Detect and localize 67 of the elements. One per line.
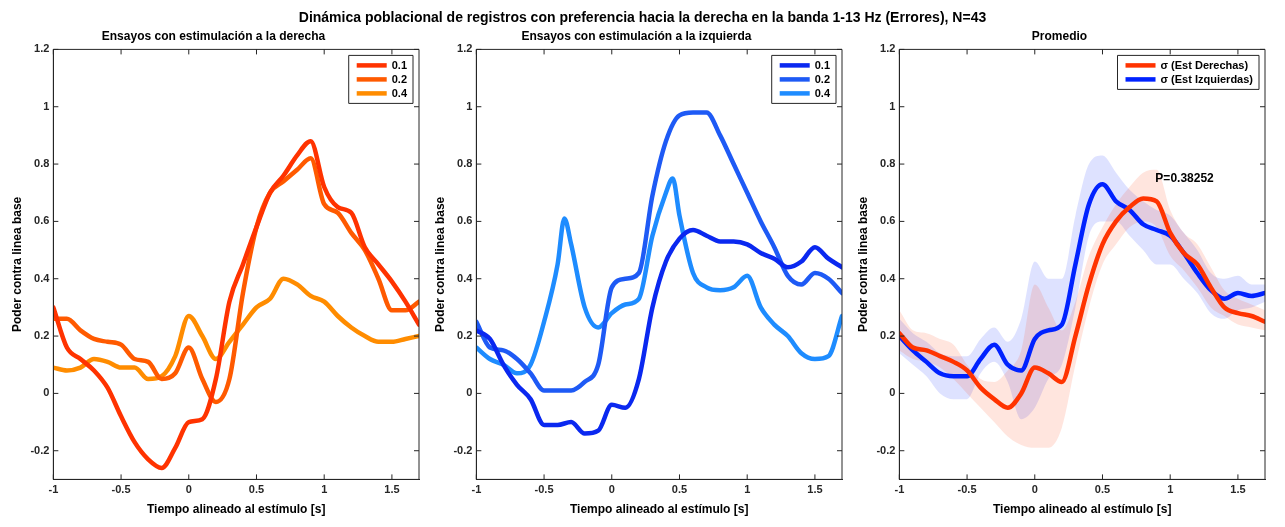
x-tick-label: 1 bbox=[744, 483, 751, 496]
line-series bbox=[476, 176, 842, 376]
y-tick-label: 1.2 bbox=[880, 42, 896, 55]
x-tick-label: 0.5 bbox=[248, 483, 265, 496]
y-tick-label: 1 bbox=[889, 99, 896, 112]
x-tick-label: 1 bbox=[1167, 483, 1174, 496]
x-tick-label: -0.5 bbox=[534, 483, 554, 496]
y-tick-label: 0.6 bbox=[34, 214, 50, 227]
x-tick-label: 0 bbox=[608, 483, 615, 496]
x-tick-label: -0.5 bbox=[111, 483, 131, 496]
y-tick-label: 0.4 bbox=[880, 271, 897, 284]
y-tick-label: 0.2 bbox=[457, 329, 473, 342]
x-tick-label: 0.5 bbox=[671, 483, 688, 496]
y-axis-title: Poder contra linea base bbox=[855, 196, 870, 333]
y-tick-label: 0.2 bbox=[34, 329, 50, 342]
y-tick-label: 1.2 bbox=[457, 42, 473, 55]
chart-subtitle: Promedio bbox=[1031, 28, 1088, 43]
y-tick-label: 0.6 bbox=[457, 214, 473, 227]
annotation: P=0.38252 bbox=[1155, 170, 1215, 185]
y-tick-label: 1 bbox=[43, 99, 50, 112]
line-series bbox=[476, 227, 842, 436]
x-axis-title: Tiempo alineado al estímulo [s] bbox=[146, 502, 326, 517]
y-tick-label: 1.2 bbox=[34, 42, 50, 55]
legend-label: σ (Est Izquierdas) bbox=[1160, 73, 1254, 86]
y-tick-label: 0.2 bbox=[880, 329, 896, 342]
x-tick-label: 0 bbox=[185, 483, 192, 496]
chart-subtitle: Ensayos con estimulación a la izquierda bbox=[521, 28, 752, 43]
legend-label: 0.2 bbox=[814, 73, 831, 86]
line-series bbox=[53, 138, 419, 471]
y-tick-label: 0 bbox=[43, 386, 50, 399]
line-series bbox=[53, 276, 419, 382]
x-axis-title: Tiempo alineado al estímulo [s] bbox=[992, 502, 1172, 517]
y-tick-label: 0.8 bbox=[880, 157, 896, 170]
y-axis-title: Poder contra linea base bbox=[9, 196, 24, 333]
x-tick-label: -0.5 bbox=[957, 483, 977, 496]
line-series bbox=[899, 196, 1265, 410]
legend-label: 0.1 bbox=[814, 59, 831, 72]
x-tick-label: 1 bbox=[321, 483, 328, 496]
y-tick-label: 0 bbox=[466, 386, 473, 399]
x-tick-label: -1 bbox=[471, 483, 482, 496]
legend-label: 0.2 bbox=[391, 73, 408, 86]
y-tick-label: 0.8 bbox=[457, 157, 473, 170]
legend-label: 0.4 bbox=[391, 87, 408, 100]
legend-label: 0.4 bbox=[814, 87, 831, 100]
x-tick-label: 1.5 bbox=[1230, 483, 1246, 496]
x-axis-title: Tiempo alineado al estímulo [s] bbox=[569, 502, 749, 517]
y-tick-label: 0.6 bbox=[880, 214, 896, 227]
text: Dinámica poblacional de registros con preferencia hacia la derecha en la banda 1-13 Hz (Errores), N=43 bbox=[297, 8, 988, 27]
legend-label: 0.1 bbox=[391, 59, 408, 72]
y-axis-title: Poder contra linea base bbox=[432, 196, 447, 333]
y-tick-label: 0.4 bbox=[34, 271, 51, 284]
legend-label: σ (Est Derechas) bbox=[1160, 59, 1249, 72]
y-tick-label: 0 bbox=[889, 386, 896, 399]
x-tick-label: 1.5 bbox=[384, 483, 400, 496]
x-tick-label: 1.5 bbox=[807, 483, 823, 496]
line-series bbox=[476, 110, 842, 393]
x-tick-label: 0.5 bbox=[1094, 483, 1111, 496]
y-tick-label: -0.2 bbox=[30, 443, 50, 456]
x-tick-label: -1 bbox=[48, 483, 59, 496]
y-tick-label: 0.8 bbox=[34, 157, 50, 170]
y-tick-label: -0.2 bbox=[876, 443, 896, 456]
y-tick-label: -0.2 bbox=[453, 443, 473, 456]
x-tick-label: 0 bbox=[1031, 483, 1038, 496]
chart-subtitle: Ensayos con estimulación a la derecha bbox=[101, 28, 326, 43]
x-tick-label: -1 bbox=[894, 483, 905, 496]
y-tick-label: 1 bbox=[466, 99, 473, 112]
y-tick-label: 0.4 bbox=[457, 271, 474, 284]
